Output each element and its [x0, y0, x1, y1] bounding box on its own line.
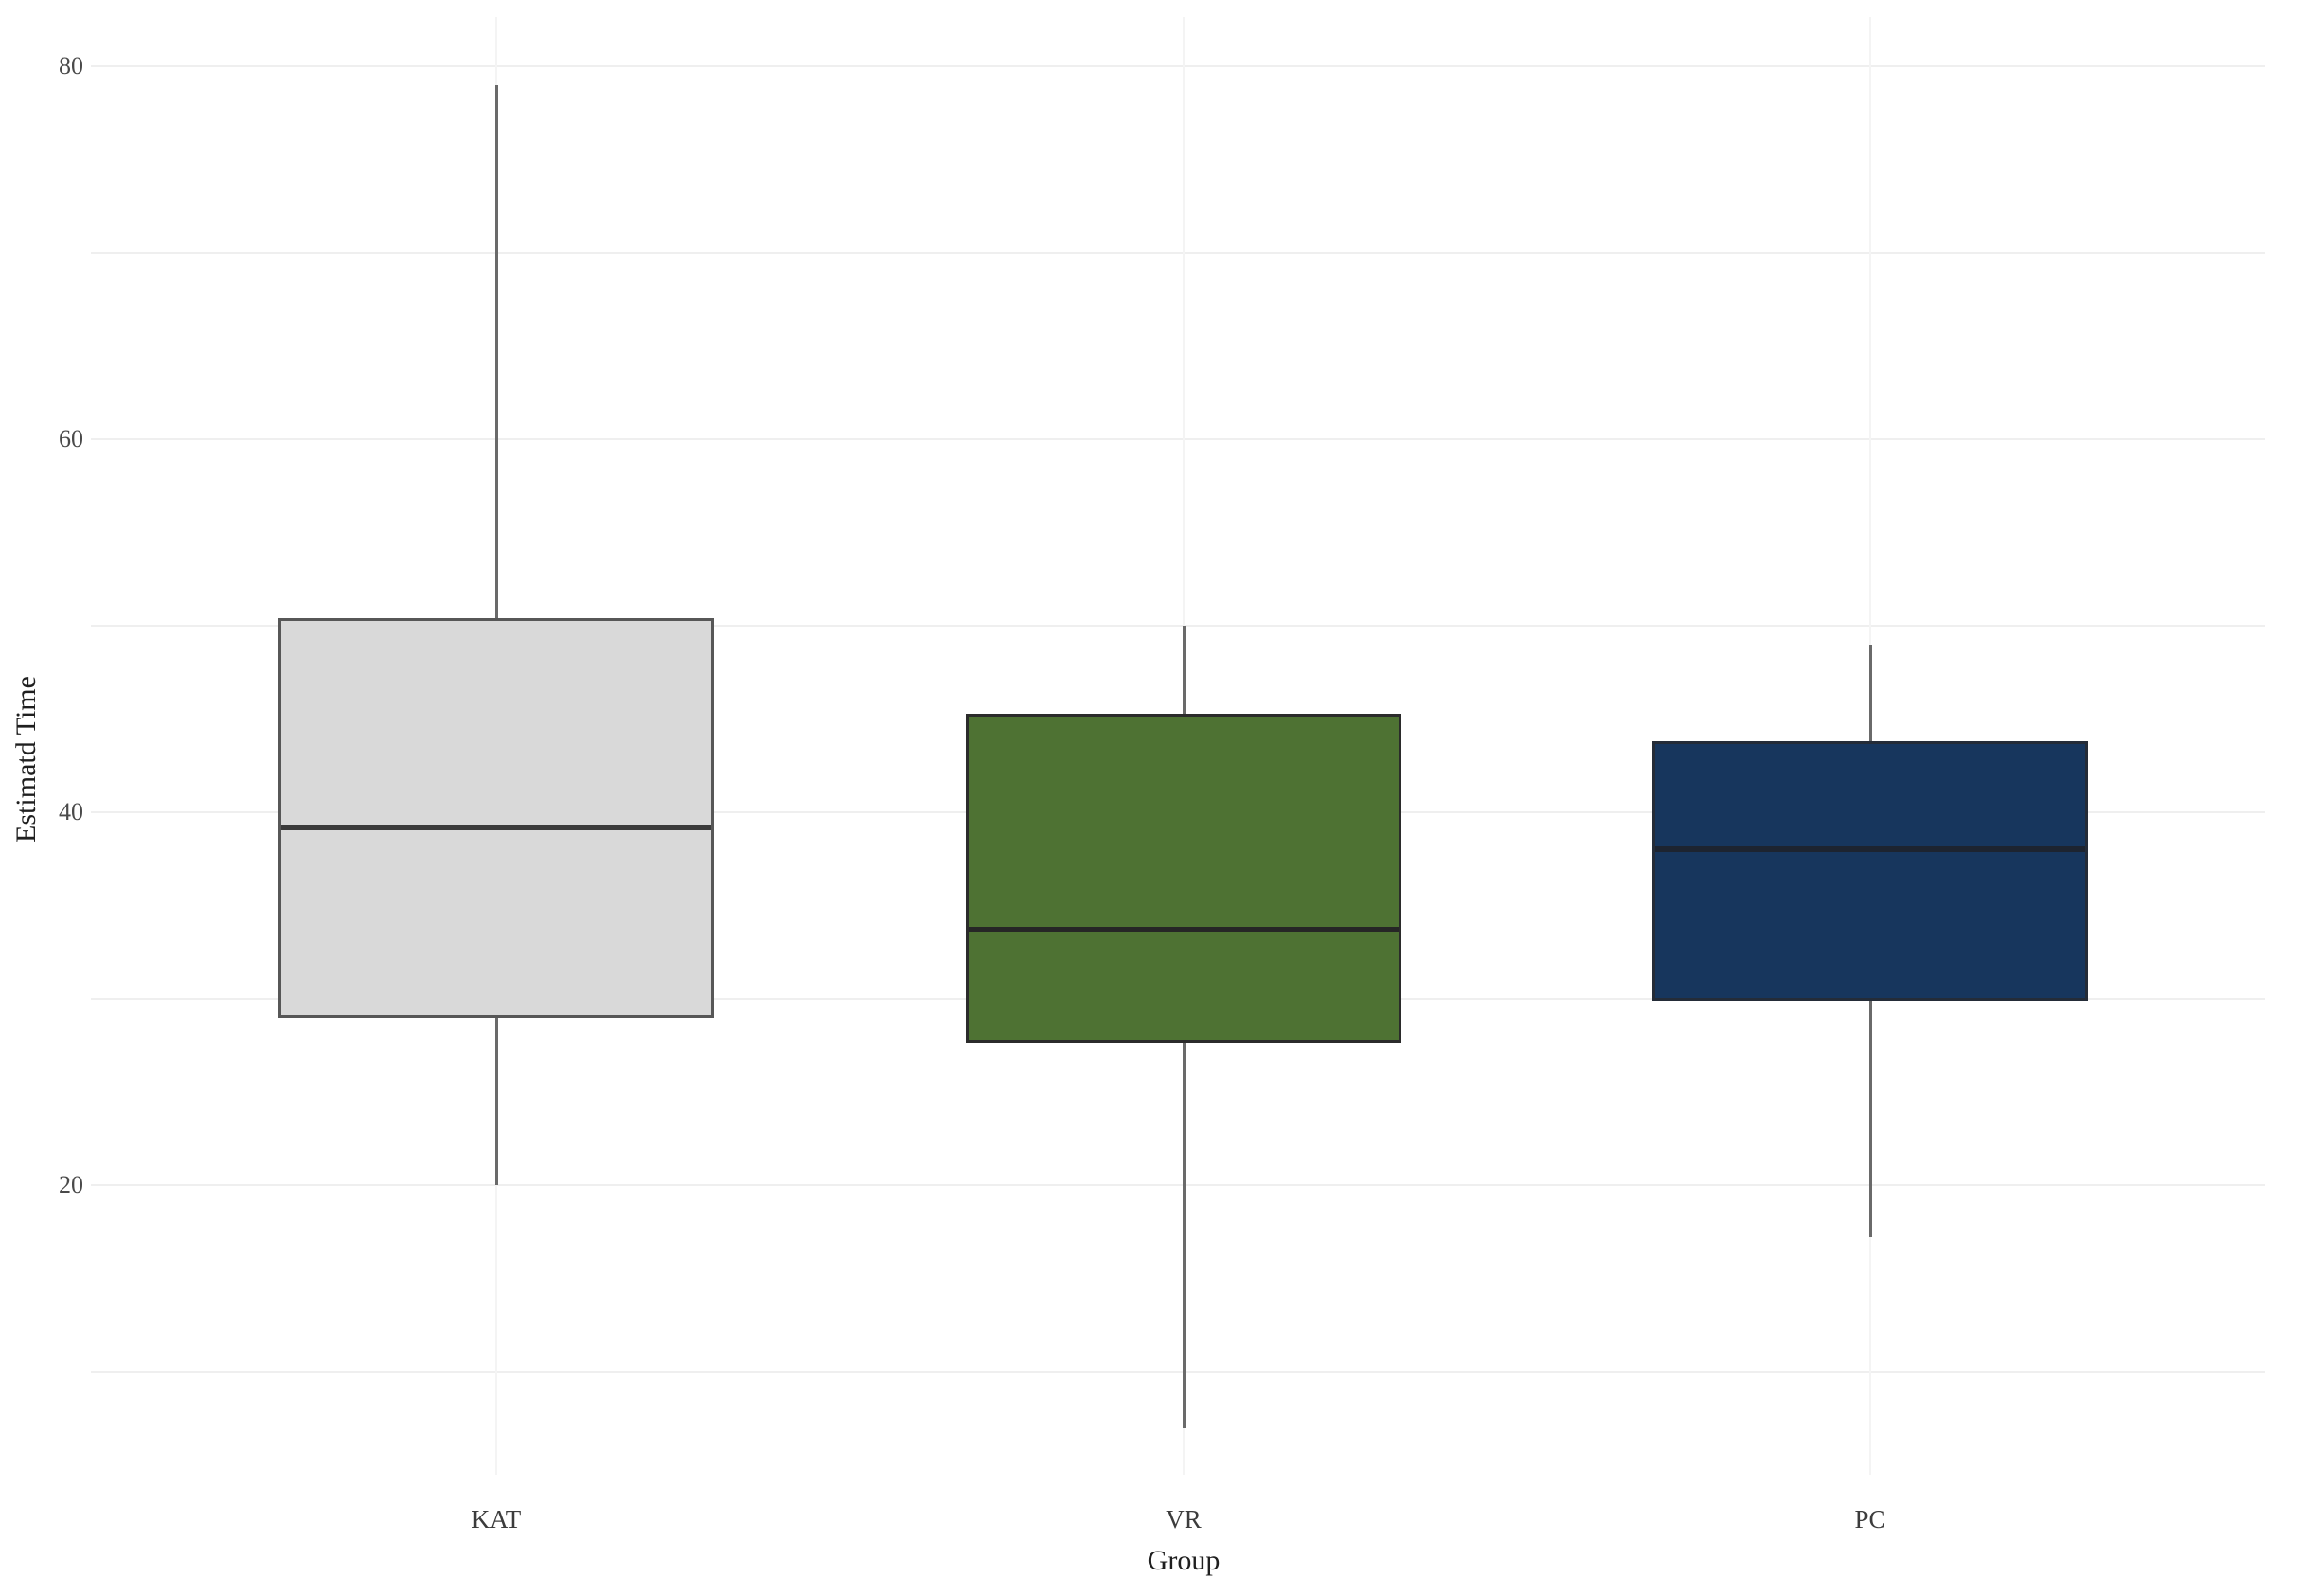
- box-KAT: [278, 618, 714, 1018]
- median-PC: [1655, 846, 2085, 853]
- whisker-upper-KAT: [494, 84, 498, 619]
- gridline-h-80: [91, 65, 2265, 67]
- x-tick-label-KAT: KAT: [471, 1505, 522, 1534]
- whisker-upper-VR: [1182, 626, 1186, 714]
- median-KAT: [281, 824, 711, 830]
- whisker-lower-KAT: [494, 1017, 498, 1185]
- y-tick-label-20: 20: [59, 1171, 83, 1198]
- box-VR: [966, 713, 1401, 1044]
- y-tick-label-60: 60: [59, 425, 83, 452]
- y-tick-label-80: 80: [59, 52, 83, 80]
- gridline-h-70: [91, 252, 2265, 254]
- gridline-h-50: [91, 625, 2265, 627]
- whisker-lower-PC: [1868, 1000, 1872, 1238]
- x-tick-label-VR: VR: [1166, 1505, 1202, 1534]
- whisker-lower-VR: [1182, 1043, 1186, 1428]
- whisker-upper-PC: [1868, 644, 1872, 742]
- y-tick-label-40: 40: [59, 798, 83, 825]
- x-axis-title: Group: [1147, 1545, 1221, 1576]
- gridline-h-20: [91, 1184, 2265, 1186]
- x-tick-label-PC: PC: [1854, 1505, 1886, 1534]
- y-axis-title: Estimatd Time: [10, 676, 42, 842]
- gridline-h-10: [91, 1371, 2265, 1373]
- box-PC: [1652, 741, 2088, 1001]
- gridline-h-60: [91, 438, 2265, 440]
- median-VR: [969, 927, 1399, 933]
